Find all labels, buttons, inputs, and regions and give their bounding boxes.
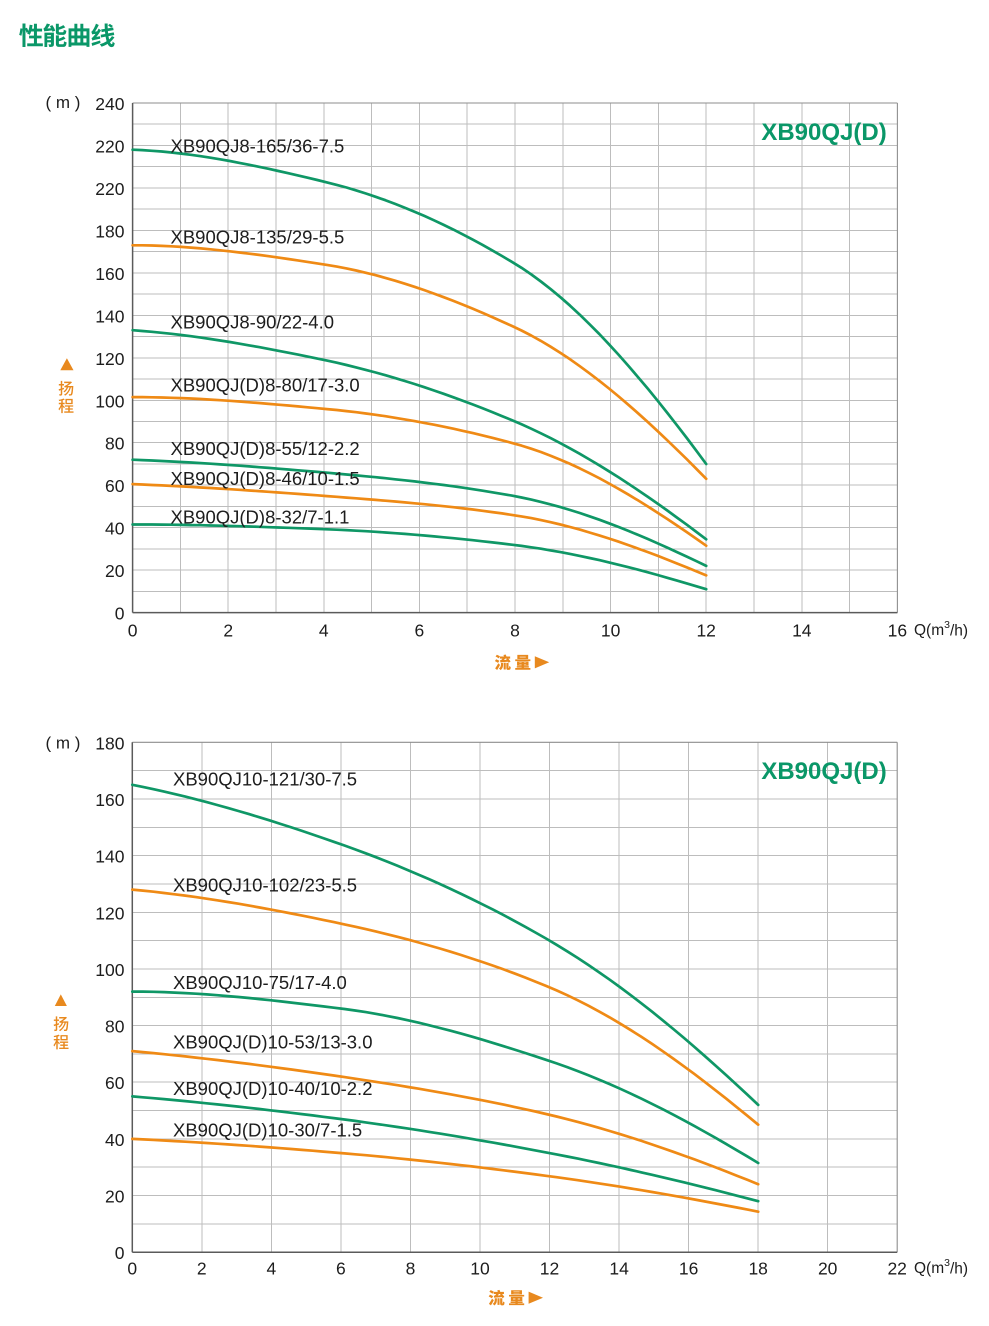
svg-text:6: 6 [415, 621, 425, 641]
svg-text:40: 40 [105, 519, 125, 539]
svg-text:XB90QJ(D): XB90QJ(D) [761, 758, 886, 785]
svg-text:14: 14 [792, 621, 812, 641]
svg-text:20: 20 [105, 1187, 125, 1207]
svg-text:18: 18 [748, 1259, 767, 1279]
svg-text:120: 120 [95, 903, 124, 923]
svg-text:XB90QJ(D): XB90QJ(D) [761, 119, 886, 146]
svg-text:XB90QJ(D)10-40/10-2.2: XB90QJ(D)10-40/10-2.2 [173, 1078, 373, 1099]
svg-text:180: 180 [95, 733, 124, 753]
svg-text:22: 22 [887, 1259, 906, 1279]
svg-text:XB90QJ8-90/22-4.0: XB90QJ8-90/22-4.0 [171, 312, 335, 333]
svg-text:140: 140 [95, 306, 124, 326]
svg-text:2: 2 [223, 621, 233, 641]
svg-text:XB90QJ(D)8-46/10-1.5: XB90QJ(D)8-46/10-1.5 [171, 468, 360, 489]
svg-text:180: 180 [95, 221, 124, 241]
svg-text:140: 140 [95, 847, 124, 867]
svg-text:60: 60 [105, 476, 125, 496]
svg-text:6: 6 [336, 1259, 346, 1279]
svg-text:8: 8 [510, 621, 520, 641]
svg-text:160: 160 [95, 264, 124, 284]
svg-text:80: 80 [105, 434, 125, 454]
svg-text:100: 100 [95, 960, 124, 980]
svg-text:XB90QJ(D)8-80/17-3.0: XB90QJ(D)8-80/17-3.0 [171, 375, 360, 396]
svg-text:100: 100 [95, 391, 124, 411]
svg-text:14: 14 [609, 1259, 629, 1279]
svg-text:0: 0 [115, 1243, 125, 1263]
svg-text:240: 240 [95, 94, 124, 114]
svg-text:12: 12 [696, 621, 715, 641]
svg-text:0: 0 [127, 1259, 137, 1279]
svg-text:Q(m3/h): Q(m3/h) [914, 619, 968, 639]
svg-text:120: 120 [95, 349, 124, 369]
svg-text:XB90QJ10-121/30-7.5: XB90QJ10-121/30-7.5 [173, 768, 357, 789]
svg-text:10: 10 [470, 1259, 490, 1279]
svg-text:Q(m3/h): Q(m3/h) [914, 1257, 968, 1277]
svg-text:2: 2 [197, 1259, 207, 1279]
svg-text:XB90QJ(D)10-53/13-3.0: XB90QJ(D)10-53/13-3.0 [173, 1032, 373, 1053]
svg-text:XB90QJ10-75/17-4.0: XB90QJ10-75/17-4.0 [173, 972, 347, 993]
svg-text:4: 4 [267, 1259, 277, 1279]
svg-text:8: 8 [406, 1259, 416, 1279]
svg-text:0: 0 [115, 604, 125, 624]
svg-text:220: 220 [95, 137, 124, 157]
svg-text:220: 220 [95, 179, 124, 199]
svg-text:80: 80 [105, 1017, 125, 1037]
svg-text:160: 160 [95, 790, 124, 810]
svg-text:XB90QJ(D)10-30/7-1.5: XB90QJ(D)10-30/7-1.5 [173, 1120, 362, 1141]
svg-text:16: 16 [679, 1259, 698, 1279]
svg-text:60: 60 [105, 1073, 125, 1093]
svg-text:XB90QJ8-135/29-5.5: XB90QJ8-135/29-5.5 [171, 227, 345, 248]
svg-text:( m ): ( m ) [46, 734, 81, 753]
svg-text:40: 40 [105, 1130, 125, 1150]
svg-text:XB90QJ10-102/23-5.5: XB90QJ10-102/23-5.5 [173, 874, 357, 895]
svg-text:XB90QJ(D)8-55/12-2.2: XB90QJ(D)8-55/12-2.2 [171, 438, 360, 459]
svg-text:4: 4 [319, 621, 329, 641]
svg-text:XB90QJ(D)8-32/7-1.1: XB90QJ(D)8-32/7-1.1 [171, 507, 350, 528]
svg-text:( m ): ( m ) [46, 93, 81, 112]
svg-text:12: 12 [540, 1259, 559, 1279]
svg-text:10: 10 [601, 621, 621, 641]
svg-text:0: 0 [128, 621, 138, 641]
svg-text:20: 20 [818, 1259, 838, 1279]
svg-text:16: 16 [888, 621, 907, 641]
svg-text:20: 20 [105, 561, 125, 581]
svg-text:XB90QJ8-165/36-7.5: XB90QJ8-165/36-7.5 [171, 136, 345, 157]
